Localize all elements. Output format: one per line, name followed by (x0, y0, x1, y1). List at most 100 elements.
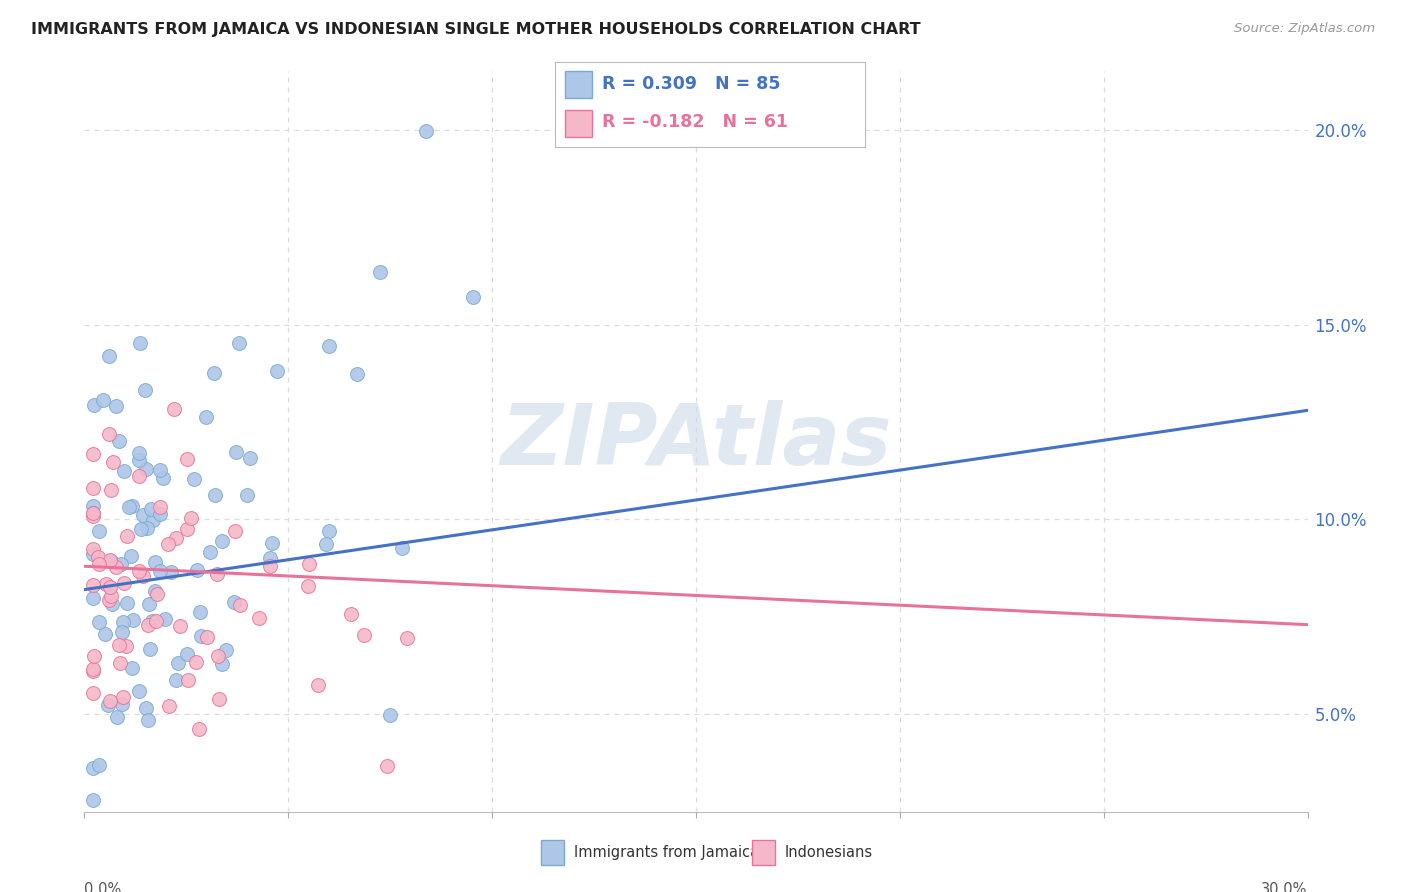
Point (222, 595, 245, 609)
Point (239, 450, 262, 465)
Text: R = -0.182   N = 61: R = -0.182 N = 61 (602, 112, 787, 131)
Point (396, 632, 419, 646)
Point (82, 481, 104, 495)
Point (136, 521, 159, 535)
Point (375, 759, 398, 773)
Point (391, 541, 413, 555)
Point (120, 549, 142, 563)
Point (225, 445, 247, 459)
Point (96, 577, 118, 591)
Point (259, 558, 281, 573)
Point (93, 627, 115, 641)
Point (82, 686, 104, 700)
Point (247, 611, 270, 625)
Point (134, 384, 156, 398)
Point (105, 710, 128, 724)
Point (108, 434, 131, 449)
Point (98, 553, 121, 567)
Point (89, 758, 111, 772)
Point (118, 500, 141, 515)
Point (135, 462, 157, 476)
Point (169, 619, 191, 633)
Point (211, 657, 233, 672)
Point (98, 580, 121, 594)
Text: Immigrants from Jamaica: Immigrants from Jamaica (574, 846, 759, 860)
Point (157, 699, 180, 714)
Point (86, 549, 108, 564)
Point (97, 592, 120, 607)
Point (186, 563, 208, 577)
Point (108, 656, 131, 670)
Point (82, 664, 104, 678)
Point (318, 524, 340, 538)
Point (165, 531, 187, 545)
Point (266, 364, 288, 378)
Point (228, 336, 250, 351)
Point (143, 584, 166, 599)
Point (82, 761, 104, 775)
FancyBboxPatch shape (565, 110, 592, 137)
Point (82, 578, 104, 592)
Point (100, 483, 122, 497)
Point (138, 642, 160, 657)
Point (136, 618, 159, 632)
Point (128, 564, 150, 578)
Point (184, 656, 207, 670)
FancyBboxPatch shape (565, 71, 592, 98)
Point (318, 339, 340, 353)
Point (145, 614, 167, 628)
Point (115, 639, 138, 653)
Point (346, 367, 368, 381)
Point (141, 614, 163, 628)
Point (463, 290, 485, 304)
Point (89, 558, 111, 572)
Point (100, 554, 122, 568)
Point (180, 511, 202, 525)
Point (167, 656, 190, 670)
Point (211, 533, 233, 548)
Point (205, 567, 228, 582)
Point (115, 529, 138, 543)
Point (149, 500, 172, 514)
Point (111, 690, 134, 704)
Point (129, 522, 152, 536)
Point (235, 488, 257, 502)
Point (176, 522, 198, 536)
Point (110, 557, 132, 571)
Point (97, 349, 120, 363)
Point (83, 648, 105, 663)
Point (138, 597, 160, 611)
Point (87, 524, 110, 539)
Point (112, 464, 135, 478)
Point (197, 630, 219, 644)
Text: Source: ZipAtlas.com: Source: ZipAtlas.com (1234, 22, 1375, 36)
Point (122, 613, 145, 627)
Point (82, 591, 104, 606)
Text: ZIPAtlas: ZIPAtlas (501, 400, 891, 483)
Point (128, 469, 150, 483)
Point (97, 698, 120, 712)
Point (105, 559, 128, 574)
Point (224, 524, 246, 539)
Point (215, 643, 238, 657)
Point (208, 692, 231, 706)
Point (121, 499, 143, 513)
Point (82, 447, 104, 461)
Point (97, 426, 120, 441)
Point (139, 502, 162, 516)
Point (82, 662, 104, 676)
Point (111, 615, 134, 630)
Point (259, 550, 281, 565)
Point (111, 624, 134, 639)
Point (100, 597, 122, 611)
Point (152, 471, 174, 485)
Point (315, 537, 337, 551)
Point (82, 506, 104, 520)
Point (149, 507, 172, 521)
Point (378, 707, 401, 722)
Point (128, 446, 150, 460)
Point (207, 649, 229, 664)
Point (194, 410, 217, 425)
Point (149, 564, 172, 578)
Point (111, 697, 134, 711)
